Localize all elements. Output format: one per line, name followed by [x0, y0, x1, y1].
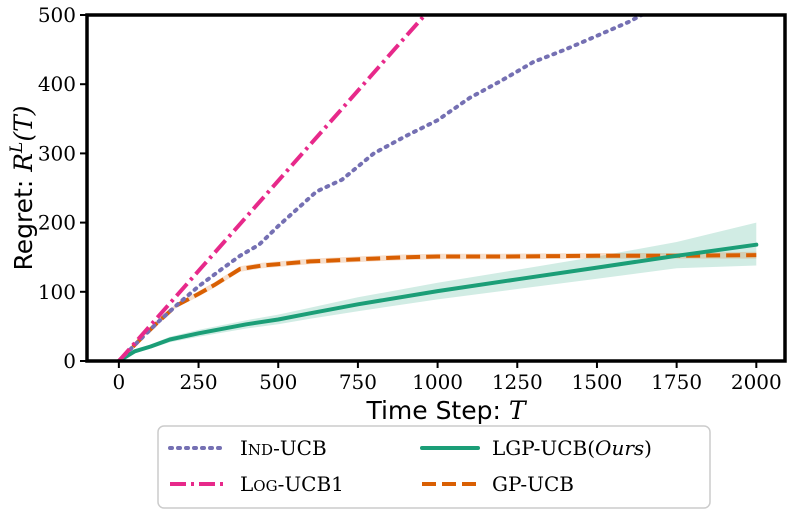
legend-item-log-ucb1: LOG-UCB1 [170, 472, 344, 496]
plot-frame [85, 13, 787, 363]
series-line-lgp-ucb-ours- [116, 242, 759, 361]
x-tick-label: 1500 [572, 370, 623, 394]
x-axis-title-text: Time Step: [365, 396, 508, 425]
y-tick-label: 200 [38, 211, 76, 235]
x-axis-title: Time Step: T [365, 396, 527, 425]
legend-label: IND-UCB [240, 436, 327, 460]
y-tick-label: 400 [38, 72, 76, 96]
legend-label: GP-UCB [492, 472, 574, 496]
legend-item-gp-ucb: GP-UCB [422, 472, 574, 496]
series-line-ind-ucb [116, 15, 644, 361]
x-tick-label: 1750 [651, 370, 702, 394]
x-tick-label: 0 [113, 370, 126, 394]
y-axis-title-symbol: RL(T) [7, 105, 38, 172]
x-tick-label: 2000 [731, 370, 782, 394]
legend-items: IND-UCB LOG-UCB1 LGP-UCB(Ours) GP-UCB [168, 436, 652, 496]
x-axis-title-symbol: T [509, 396, 528, 425]
legend-item-lgp-ucb-ours-: LGP-UCB(Ours) [420, 436, 652, 460]
legend: IND-UCB LOG-UCB1 LGP-UCB(Ours) GP-UCB [157, 425, 711, 509]
y-tick-label: 500 [38, 3, 76, 27]
legend-frame [157, 425, 711, 509]
y-axis-ticks: 0 100 200 300 400 500 [38, 3, 87, 373]
y-tick-label: 100 [38, 280, 76, 304]
y-axis-title-text: Regret: [9, 172, 38, 271]
series-lines [116, 15, 759, 361]
y-tick-label: 300 [38, 141, 76, 165]
legend-label: LGP-UCB(Ours) [492, 436, 652, 460]
x-tick-label: 500 [259, 370, 297, 394]
y-tick-label: 0 [63, 349, 76, 373]
x-tick-label: 1250 [492, 370, 543, 394]
y-axis-title: Regret: RL(T) [7, 105, 38, 270]
legend-label: LOG-UCB1 [240, 472, 344, 496]
x-tick-label: 750 [339, 370, 377, 394]
x-axis-ticks: 0 250 500 750 1000 1250 1500 1750 2000 [113, 361, 782, 394]
series-line-log-ucb1 [117, 15, 427, 361]
x-tick-label: 1000 [412, 370, 463, 394]
x-tick-label: 250 [179, 370, 217, 394]
legend-item-ind-ucb: IND-UCB [168, 436, 327, 460]
